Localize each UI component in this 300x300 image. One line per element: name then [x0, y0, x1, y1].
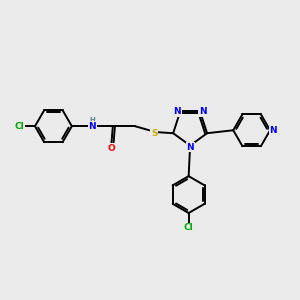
Text: N: N — [269, 126, 277, 135]
Text: N: N — [199, 107, 207, 116]
Text: S: S — [151, 129, 158, 138]
Text: Cl: Cl — [184, 224, 194, 232]
Text: H: H — [89, 117, 95, 123]
Text: N: N — [186, 142, 194, 152]
Text: N: N — [173, 107, 181, 116]
Text: N: N — [88, 122, 96, 131]
Text: O: O — [107, 144, 115, 153]
Text: Cl: Cl — [15, 122, 24, 131]
